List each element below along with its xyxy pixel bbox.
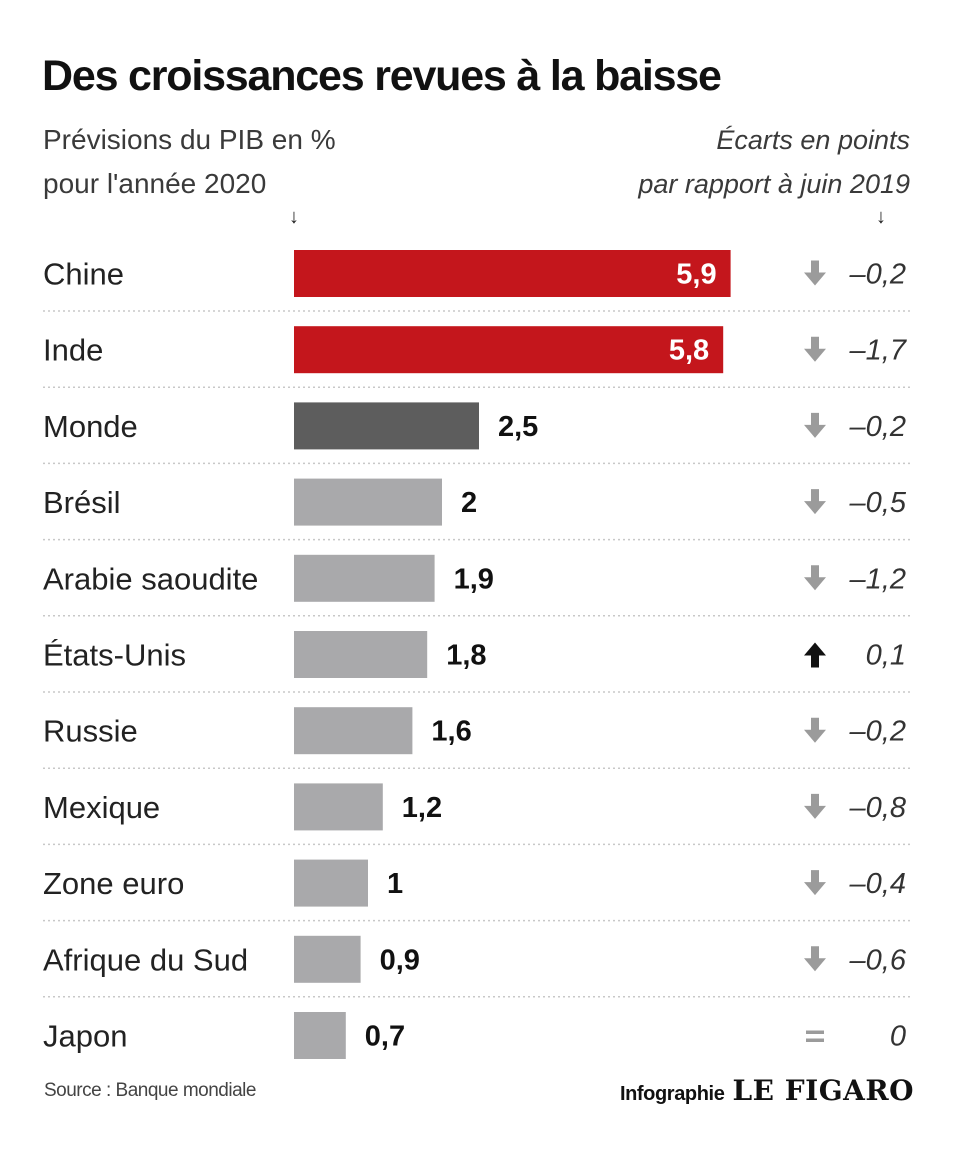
value-label: 1,9 <box>454 563 494 595</box>
change-label: –0,5 <box>849 487 907 519</box>
value-label: 5,9 <box>676 259 716 291</box>
value-label: 2 <box>461 487 477 519</box>
bar <box>294 478 442 526</box>
bar <box>294 1012 346 1059</box>
arrow-down-icon <box>804 717 826 743</box>
arrow-down-icon <box>804 793 826 819</box>
change-label: –0,2 <box>849 411 906 443</box>
subtitle-right-line-1: Écarts en points <box>716 125 910 155</box>
change-label: –0,2 <box>849 716 906 748</box>
change-label: 0 <box>890 1021 906 1053</box>
category-label: Monde <box>43 409 138 444</box>
category-label: Chine <box>43 257 124 292</box>
small-down-arrow-icon: ↓ <box>289 206 299 228</box>
bar <box>294 402 479 450</box>
brand-logo: LE FIGARO <box>732 1074 914 1107</box>
small-down-arrow-icon: ↓ <box>876 206 886 228</box>
category-label: Afrique du Sud <box>43 942 248 977</box>
value-label: 1,8 <box>446 640 486 672</box>
subtitle-right-line-2: par rapport à juin 2019 <box>638 169 910 199</box>
category-label: Russie <box>43 714 138 749</box>
value-label: 1,2 <box>402 792 442 824</box>
category-label: Zone euro <box>43 866 184 901</box>
change-label: –0,4 <box>849 868 906 900</box>
subtitle-right: Écarts en points par rapport à juin 2019 <box>638 118 910 206</box>
change-label: –0,8 <box>849 792 906 824</box>
bar <box>294 783 383 831</box>
category-label: Mexique <box>43 790 160 825</box>
arrow-down-icon <box>804 260 826 286</box>
chart-title: Des croissances revues à la baisse <box>42 52 722 100</box>
arrow-down-icon <box>804 946 826 972</box>
subtitle-left-line-2: pour l'année 2020 <box>43 168 267 199</box>
value-label: 1,6 <box>431 716 471 748</box>
credit-label: Infographie <box>619 1083 725 1105</box>
bar <box>294 326 724 374</box>
arrow-down-icon <box>804 412 826 438</box>
arrow-up-icon <box>804 642 826 668</box>
category-label: Brésil <box>43 485 121 520</box>
value-label: 1 <box>387 868 403 900</box>
category-label: États-Unis <box>43 638 186 673</box>
arrow-down-icon <box>804 565 826 591</box>
arrow-down-icon <box>804 336 826 362</box>
category-label: Japon <box>43 1019 127 1054</box>
bar <box>294 554 435 602</box>
change-label: –0,6 <box>849 944 907 976</box>
source-note: Source : Banque mondiale <box>44 1080 256 1101</box>
equals-icon <box>806 1030 824 1034</box>
change-label: –1,2 <box>849 563 906 595</box>
arrow-down-icon <box>804 489 826 515</box>
bar <box>294 935 361 983</box>
bar <box>294 631 428 678</box>
value-label: 0,9 <box>380 944 420 976</box>
bar <box>294 250 731 297</box>
category-label: Arabie saoudite <box>43 561 258 596</box>
equals-icon <box>806 1038 824 1042</box>
credit: Infographie LE FIGARO <box>620 1074 914 1107</box>
category-label: Inde <box>43 333 103 368</box>
value-label: 0,7 <box>365 1021 405 1053</box>
value-label: 2,5 <box>498 411 538 443</box>
arrow-down-icon <box>804 870 826 896</box>
value-label: 5,8 <box>669 335 709 367</box>
change-label: 0,1 <box>866 640 906 672</box>
subtitle-left: Prévisions du PIB en % pour l'année 2020 <box>43 118 336 206</box>
bar <box>294 859 368 907</box>
change-label: –1,7 <box>849 335 908 367</box>
change-label: –0,2 <box>849 259 906 291</box>
subtitle-left-line-1: Prévisions du PIB en % <box>43 124 336 155</box>
bar <box>294 707 413 755</box>
